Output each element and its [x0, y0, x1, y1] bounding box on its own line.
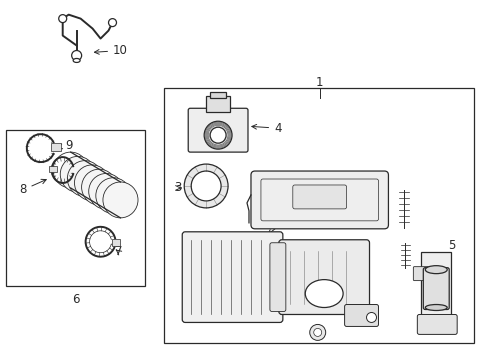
Text: 3: 3 [174, 181, 182, 194]
Bar [111, 239, 120, 246]
FancyBboxPatch shape [182, 232, 282, 323]
Text: 6: 6 [72, 293, 79, 306]
Text: 7: 7 [115, 245, 122, 258]
FancyBboxPatch shape [344, 305, 378, 327]
Ellipse shape [96, 178, 131, 213]
Circle shape [210, 127, 225, 143]
Text: 5: 5 [441, 239, 455, 259]
Circle shape [108, 19, 116, 27]
Text: 1: 1 [315, 76, 323, 89]
Circle shape [309, 324, 325, 340]
FancyBboxPatch shape [269, 243, 285, 311]
Circle shape [72, 50, 81, 60]
Polygon shape [421, 252, 450, 329]
Ellipse shape [73, 58, 80, 62]
Text: 9: 9 [58, 139, 72, 152]
Bar [49, 166, 57, 172]
Ellipse shape [53, 152, 88, 188]
Ellipse shape [74, 165, 109, 201]
Ellipse shape [103, 182, 138, 218]
FancyBboxPatch shape [416, 315, 456, 334]
Text: 10: 10 [94, 44, 128, 57]
Ellipse shape [67, 161, 102, 197]
Text: 8: 8 [19, 179, 46, 197]
Ellipse shape [60, 156, 95, 192]
Bar [6, 130, 145, 285]
FancyBboxPatch shape [292, 185, 346, 209]
Ellipse shape [305, 280, 343, 307]
Ellipse shape [184, 164, 227, 208]
Ellipse shape [88, 174, 123, 209]
Circle shape [313, 328, 321, 336]
Ellipse shape [191, 171, 221, 201]
Circle shape [366, 312, 376, 323]
Circle shape [203, 121, 232, 149]
Bar [206, 96, 229, 112]
Ellipse shape [81, 169, 117, 205]
FancyBboxPatch shape [250, 171, 387, 229]
Bar [51, 143, 61, 151]
Circle shape [59, 15, 66, 23]
Ellipse shape [425, 305, 447, 310]
Bar [164, 88, 473, 343]
Bar [210, 92, 225, 98]
Text: 2: 2 [267, 215, 287, 234]
FancyBboxPatch shape [412, 267, 428, 280]
FancyBboxPatch shape [423, 268, 448, 310]
FancyBboxPatch shape [188, 108, 247, 152]
Ellipse shape [425, 266, 447, 274]
Text: 4: 4 [251, 122, 281, 135]
FancyBboxPatch shape [278, 240, 369, 315]
